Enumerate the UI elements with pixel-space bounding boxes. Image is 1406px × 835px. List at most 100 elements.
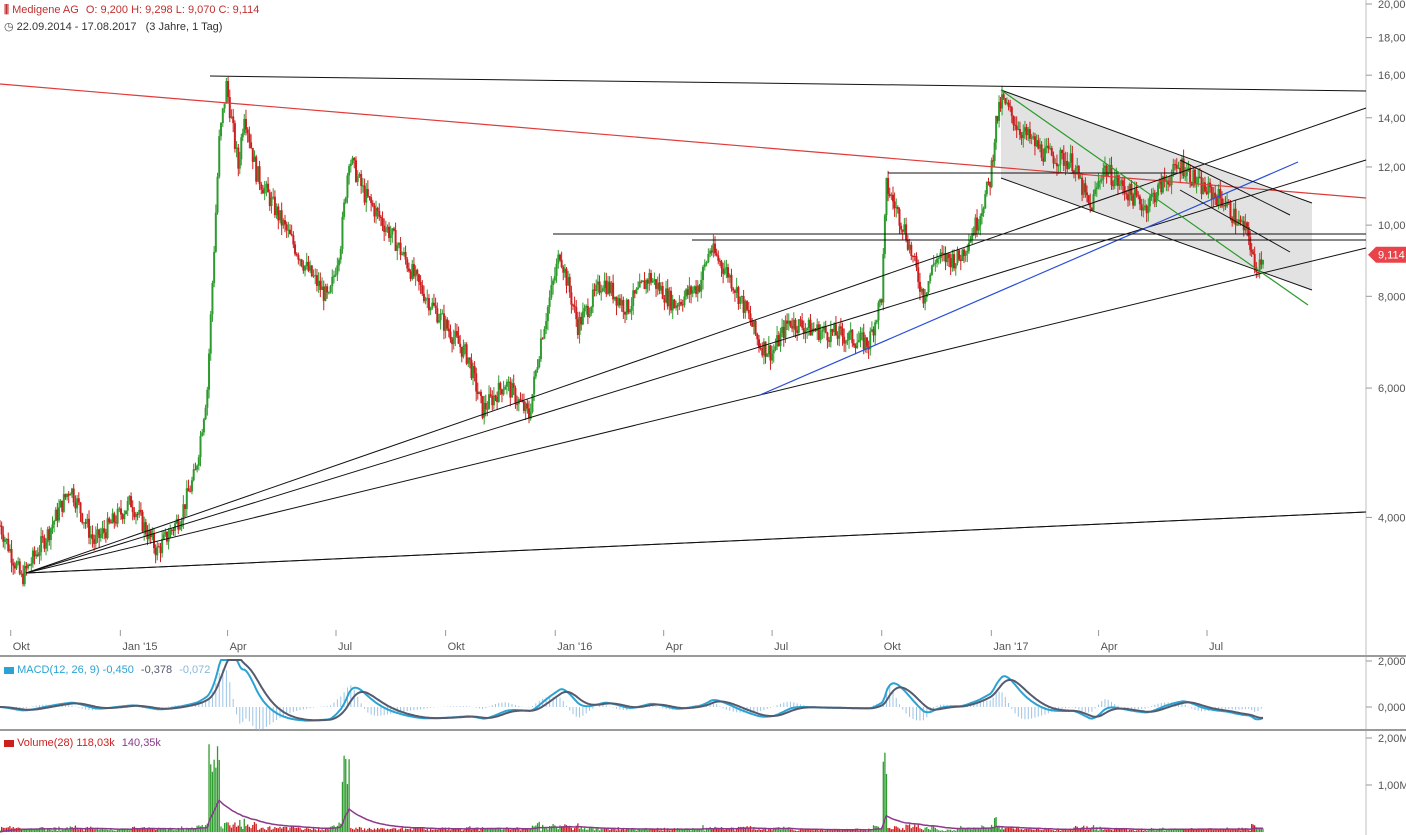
candle-body <box>946 253 949 263</box>
y-tick-label: 14,000 <box>1378 113 1406 125</box>
candle-body <box>673 299 676 309</box>
candle-body <box>1082 183 1085 195</box>
candle-body <box>49 528 52 541</box>
candle-body <box>197 457 200 466</box>
candle-body <box>1066 160 1069 170</box>
candle-body <box>552 280 555 286</box>
candle-body <box>901 229 904 232</box>
candle-body <box>371 203 374 206</box>
candle-body <box>1032 136 1035 138</box>
candle-body <box>1064 160 1067 166</box>
candle-body <box>710 250 713 253</box>
candle-body <box>1180 158 1183 174</box>
candle-body <box>989 181 992 187</box>
candle-body <box>732 288 735 291</box>
candle-body <box>739 296 742 304</box>
candle-body <box>802 327 805 334</box>
candle-body <box>7 538 10 552</box>
candle-body <box>701 267 704 281</box>
candle-body <box>394 230 397 251</box>
candle-body <box>1148 196 1151 207</box>
candle-body <box>1147 206 1150 214</box>
candle-body <box>1160 179 1163 193</box>
candle-body <box>756 334 759 340</box>
candle-body <box>958 250 961 260</box>
candle-body <box>422 293 425 302</box>
candle-body <box>290 234 293 236</box>
candle-body <box>436 308 439 323</box>
candle-body <box>284 220 287 225</box>
candle-body <box>250 142 253 149</box>
candle-body <box>953 254 956 269</box>
y-tick-label: 6,000 <box>1378 383 1406 395</box>
candle-body <box>125 510 128 515</box>
candle-body <box>588 313 591 317</box>
candle-body <box>263 187 266 194</box>
candle-body <box>655 279 658 289</box>
candle-body <box>344 197 347 203</box>
candle-body <box>638 281 641 288</box>
candle-body <box>1095 187 1098 190</box>
candle-body <box>321 286 324 291</box>
candle-body <box>185 488 188 509</box>
candle-body <box>20 573 23 575</box>
candle-body <box>149 530 152 538</box>
candle-body <box>1120 180 1123 184</box>
candle-body <box>608 281 611 294</box>
candle-body <box>409 271 412 279</box>
candle-body <box>389 234 392 238</box>
candle-body <box>336 265 339 275</box>
candle-body <box>457 335 460 344</box>
candle-body <box>703 263 706 268</box>
candle-body <box>966 250 969 253</box>
candle-body <box>908 244 911 250</box>
candle-body <box>826 332 829 341</box>
candle-body <box>292 235 295 245</box>
candle-body <box>932 264 935 266</box>
candle-body <box>774 346 777 350</box>
candle-body <box>275 206 278 216</box>
candle-body <box>407 268 410 272</box>
candle-body <box>331 276 334 287</box>
last-price-label: 9,114 <box>1378 250 1405 262</box>
candle-body <box>539 338 542 360</box>
candle-body <box>712 243 715 253</box>
channel-upper-line <box>1000 89 1313 204</box>
x-tick-label: Apr <box>1101 641 1118 653</box>
candle-body <box>1185 169 1188 176</box>
candle-body <box>1103 165 1106 169</box>
volume-tick-label: 1,00M <box>1378 780 1406 792</box>
candle-body <box>1236 224 1239 226</box>
candle-body <box>1219 189 1222 199</box>
candle-body <box>1022 131 1025 139</box>
candle-body <box>126 500 129 511</box>
candle-body <box>898 209 901 226</box>
chart-header: ⫼ Medigene AG O: 9,200 H: 9,298 L: 9,070… <box>4 4 259 17</box>
candle-body <box>511 383 514 398</box>
candle-body <box>1128 183 1131 201</box>
candle-body <box>880 299 883 303</box>
candle-body <box>749 313 752 322</box>
candle-body <box>1174 164 1177 166</box>
candle-body <box>66 493 69 498</box>
candle-body <box>455 331 458 336</box>
candle-body <box>1203 182 1206 192</box>
candle-body <box>769 345 772 361</box>
candle-body <box>999 101 1002 109</box>
candle-body <box>386 226 389 229</box>
span-text: (3 Jahre, 1 Tag) <box>145 21 223 33</box>
candle-body <box>509 381 512 398</box>
candle-body <box>930 265 933 275</box>
candle-body <box>717 255 720 261</box>
candle-body <box>1087 195 1090 203</box>
candle-body <box>162 534 165 539</box>
candle-body <box>103 528 106 533</box>
candle-body <box>559 254 562 260</box>
candle-body <box>56 509 59 521</box>
candle-body <box>942 253 945 255</box>
candle-body <box>164 531 167 535</box>
candle-body <box>1061 149 1064 154</box>
candle-body <box>627 299 630 313</box>
candle-body <box>752 320 755 327</box>
